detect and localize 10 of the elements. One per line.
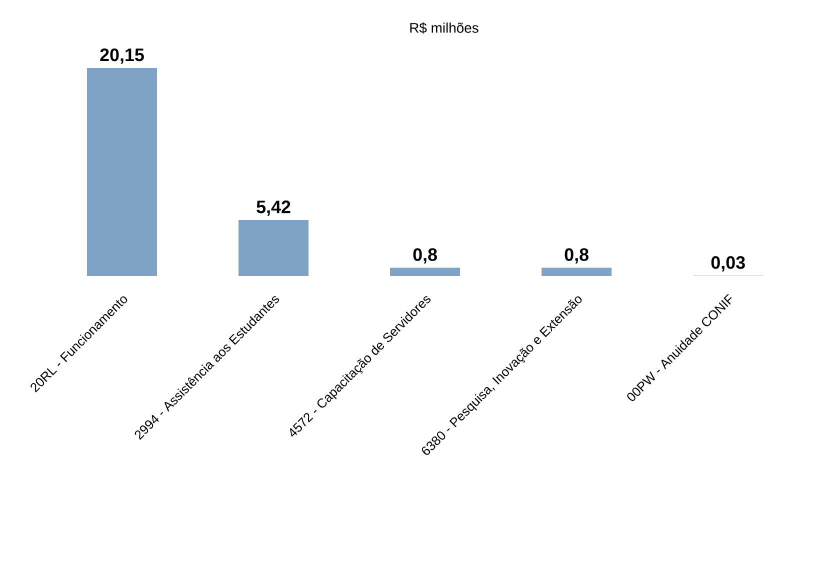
data-label: 5,42 [256,200,290,216]
bar [542,268,612,276]
data-label: 20,15 [100,48,144,64]
bar [390,268,460,276]
data-label: 0,8 [413,248,437,264]
data-label: 0,03 [711,256,745,272]
chart-title: R$ milhões [410,22,478,34]
bar [238,220,309,276]
data-label: 0,8 [564,248,589,264]
bar [87,68,158,276]
